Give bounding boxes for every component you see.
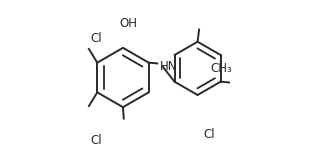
Text: Cl: Cl [90,134,102,147]
Text: Cl: Cl [203,128,215,141]
Text: HN: HN [160,60,177,73]
Text: Cl: Cl [90,32,102,45]
Text: OH: OH [119,17,137,30]
Text: CH₃: CH₃ [210,62,232,75]
